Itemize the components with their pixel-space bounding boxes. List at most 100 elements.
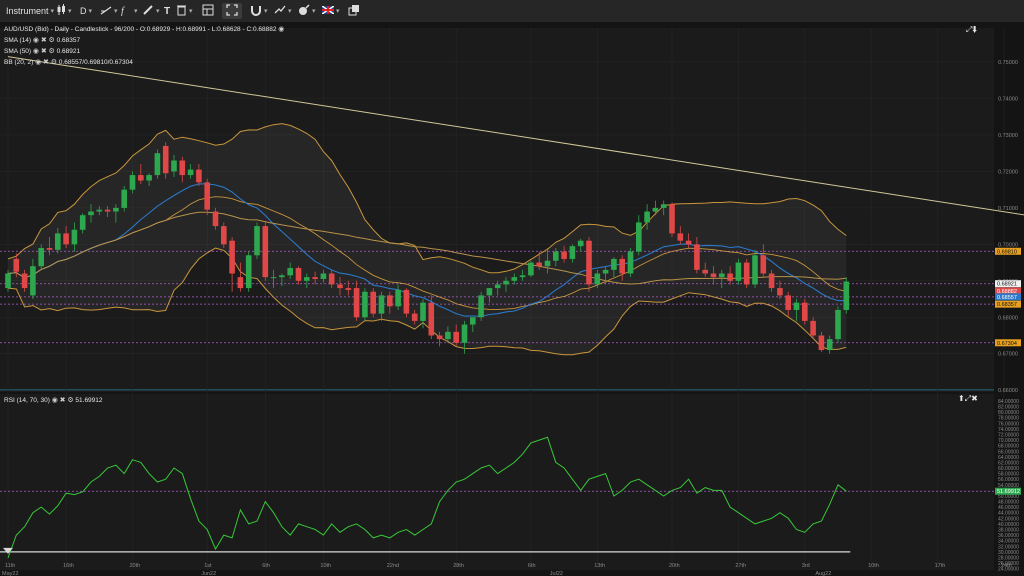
- rsi-tick-label: 84.00000: [998, 399, 1019, 405]
- candlestick-icon: [56, 4, 66, 18]
- legend-separator: -: [110, 26, 115, 33]
- gear-icon[interactable]: ⚙: [67, 397, 74, 404]
- close-icon[interactable]: ✖: [40, 48, 47, 55]
- rsi-panel[interactable]: [0, 394, 994, 570]
- candle-body: [503, 280, 509, 285]
- candle-body: [121, 189, 127, 208]
- legend-bb: BB (20, 2) ◉ ✖ ⚙ 0.68557/0.69810/0.67304: [4, 58, 133, 66]
- candle-body: [536, 262, 542, 267]
- candle: [403, 288, 410, 318]
- close-icon[interactable]: ✖: [40, 37, 47, 44]
- rsi-tick-label: 42.00000: [998, 516, 1019, 522]
- sma50-line: [7, 211, 847, 285]
- trendline-icon: [100, 4, 112, 18]
- candle-body: [810, 320, 816, 336]
- pen-tool-button[interactable]: ▾: [142, 3, 160, 19]
- layout-button[interactable]: [202, 3, 214, 19]
- eye-icon[interactable]: ◉: [278, 26, 285, 33]
- candle: [71, 222, 78, 252]
- price-panel[interactable]: [0, 28, 994, 392]
- rsi-tick-label: 56.00000: [998, 477, 1019, 483]
- indicators-button[interactable]: f ▾: [120, 3, 138, 19]
- expand-icon[interactable]: ⤢: [964, 394, 972, 403]
- rsi-tick-label: 80.00000: [998, 410, 1019, 416]
- candle: [660, 200, 667, 216]
- candle-body: [577, 240, 584, 247]
- candle: [735, 258, 742, 285]
- sma14-name: SMA (14): [4, 37, 32, 44]
- crosshair-button[interactable]: [222, 3, 242, 19]
- magnet-button[interactable]: ▾: [250, 3, 268, 19]
- price-tick-label: 0.68000: [998, 315, 1018, 321]
- candle-body: [669, 204, 675, 234]
- candle: [743, 258, 750, 289]
- gear-icon[interactable]: ⚙: [48, 37, 55, 44]
- candle-body: [104, 209, 111, 212]
- legend-sma14: SMA (14) ◉ ✖ ⚙ 0.68357: [4, 36, 80, 44]
- candle: [345, 280, 352, 296]
- chevron-down-icon: ▾: [189, 8, 193, 15]
- expand-icon[interactable]: ⤢⬇: [966, 25, 978, 34]
- candle: [121, 186, 127, 212]
- eye-icon[interactable]: ◉: [35, 59, 42, 66]
- zoom-button[interactable]: ▾: [274, 3, 292, 19]
- timeframe-dropdown[interactable]: D ▾: [80, 3, 92, 19]
- rsi-tick-label: 26.00000: [998, 561, 1019, 567]
- candle-body: [644, 211, 650, 223]
- candle-body: [470, 317, 476, 325]
- gear-icon[interactable]: ⚙: [48, 48, 55, 55]
- eye-icon[interactable]: ◉: [32, 37, 40, 44]
- time-tick-label: 17th: [935, 563, 946, 569]
- gear-icon[interactable]: ⚙: [50, 59, 57, 66]
- candle: [586, 237, 592, 292]
- candle-body: [802, 302, 808, 321]
- candle: [104, 206, 111, 217]
- candle: [494, 280, 501, 296]
- candle: [328, 269, 335, 289]
- candle: [528, 260, 534, 278]
- candle-body: [428, 302, 435, 336]
- candle-body: [129, 175, 136, 190]
- candle-body: [320, 273, 327, 279]
- text-tool-button[interactable]: T: [164, 3, 170, 19]
- candle-body: [312, 277, 318, 279]
- candle: [436, 331, 443, 347]
- price-tick-label: 0.73000: [998, 133, 1018, 139]
- candle: [461, 320, 468, 354]
- legend-sma50: SMA (50) ◉ ✖ ⚙ 0.68921: [4, 47, 80, 55]
- candle-body: [569, 246, 576, 259]
- close-icon[interactable]: ✖: [43, 59, 49, 66]
- candle: [370, 288, 376, 318]
- close-icon[interactable]: ✖: [59, 397, 66, 404]
- move-up-icon[interactable]: ⬆: [958, 394, 965, 403]
- trash-icon: [176, 4, 187, 18]
- legend-ohlc: 96/200 - O:0.68929 - H:0.68991 - L:0.686…: [114, 26, 277, 33]
- chart-type-button[interactable]: ▾: [56, 3, 72, 19]
- candle: [254, 222, 260, 259]
- candle-body: [345, 288, 352, 290]
- candle: [478, 291, 484, 321]
- candle-body: [594, 273, 601, 285]
- zoom-icon: [274, 4, 286, 18]
- trendline[interactable]: [7, 56, 1024, 248]
- close-icon[interactable]: ✖: [971, 394, 978, 403]
- time-tick-label: 6th: [528, 563, 536, 569]
- legend-title: AUD/USD (Bid) - Daily - Candlestick: [4, 26, 109, 33]
- theme-button[interactable]: ▾: [298, 3, 316, 19]
- popout-button[interactable]: [348, 3, 360, 19]
- text-tool-icon: T: [164, 5, 171, 17]
- candle-body: [826, 339, 833, 351]
- eye-icon[interactable]: ◉: [32, 48, 40, 55]
- eye-icon[interactable]: ◉: [51, 397, 58, 404]
- delete-button[interactable]: ▾: [176, 3, 193, 19]
- price-tag: 0.68357: [995, 300, 1021, 308]
- chart-area[interactable]: 0.75000 0.74000 0.73000 0.72000 0.71000 0.700…: [0, 22, 1024, 576]
- instrument-dropdown[interactable]: Instrument ▾: [6, 3, 54, 19]
- candle-body: [519, 275, 526, 278]
- draw-lines-button[interactable]: ▾: [100, 3, 118, 19]
- sma14-value: 0.68357: [56, 37, 81, 44]
- candle-body: [88, 211, 94, 216]
- chevron-down-icon: ▾: [68, 8, 72, 15]
- language-button[interactable]: ▾: [321, 3, 340, 19]
- candle: [320, 269, 327, 283]
